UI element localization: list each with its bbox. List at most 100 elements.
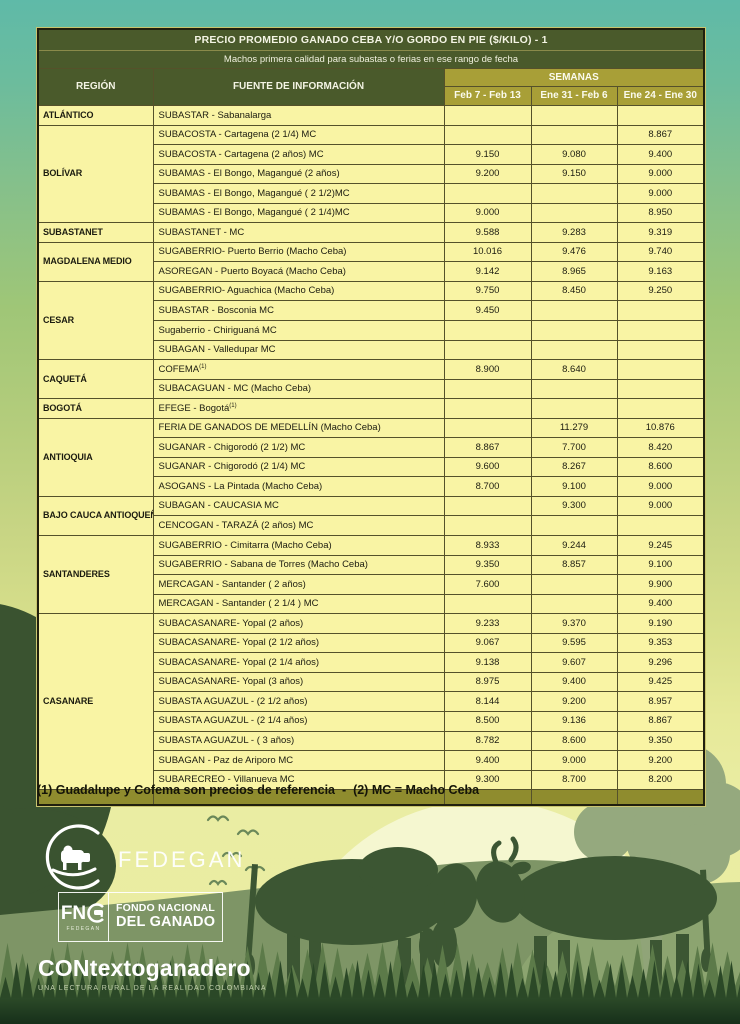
table-row: ATLÁNTICO SUBASTAR - Sabanalarga: [37, 105, 705, 126]
price-cell: 8.600: [530, 730, 618, 752]
region-cell: SUBASTANET: [37, 222, 154, 243]
contexto-logo: CONtextoganadero UNA LECTURA RURAL DE LA…: [38, 957, 267, 993]
table-row: SUBACASANARE- Yopal (3 años) 8.975 9.400 9.…: [38, 671, 705, 693]
price-cell: 8.900: [443, 359, 532, 380]
price-cell: 9.319: [616, 222, 705, 243]
price-cell: 9.200: [616, 750, 705, 771]
price-cell: 9.250: [616, 280, 705, 302]
price-cell: 9.750: [443, 280, 532, 302]
fuente-cell: EFEGE - Bogotá(1): [152, 398, 445, 419]
price-cell: [443, 398, 532, 419]
price-cell: 9.607: [530, 652, 618, 673]
price-cell: [443, 105, 532, 126]
price-table: PRECIO PROMEDIO GANADO CEBA Y/O GORDO EN…: [36, 26, 706, 808]
price-cell: 9.200: [530, 691, 618, 712]
price-cell: 9.000: [616, 495, 705, 517]
price-cell: 9.400: [443, 750, 532, 771]
price-cell: 8.267: [530, 456, 618, 478]
fng-g-icon: [87, 903, 105, 923]
table-row: SUBAGAN - Valledupar MC: [38, 339, 705, 361]
fng-left: FN FEDEGAN: [59, 893, 109, 941]
fuente-cell: SUBAGAN - Valledupar MC: [152, 339, 445, 361]
col-header-semanas: SEMANAS: [443, 68, 705, 87]
region-cell: BOLÍVAR: [37, 124, 154, 224]
price-cell: [443, 124, 532, 146]
price-cell: [530, 300, 618, 322]
price-cell: 9.595: [530, 632, 618, 654]
week-header-1: Feb 7 - Feb 13: [443, 86, 532, 106]
price-cell: 9.138: [443, 652, 532, 673]
fuente-cell: SUBACAGUAN - MC (Macho Ceba): [152, 378, 445, 400]
table-row: SUBASTANET SUBASTANET - MC 9.588 9.283 9.319: [37, 222, 705, 243]
price-cell: [616, 359, 705, 380]
table-row: SUBACASANARE- Yopal (2 1/4 años) 9.138 9.6…: [38, 652, 705, 673]
fuente-cell: SUGABERRIO - Cimitarra (Macho Ceba): [152, 535, 445, 556]
fuente-cell: SUGANAR - Chigorodó (2 1/4) MC: [152, 456, 445, 478]
table-row: SUBASTAR - Bosconia MC 9.450: [38, 300, 705, 322]
price-cell: 9.245: [616, 535, 705, 556]
fuente-cell: ASOGANS - La Pintada (Macho Ceba): [152, 476, 445, 497]
table-row: SUGANAR - Chigorodó (2 1/2) MC 8.867 7.700…: [38, 437, 705, 458]
price-cell: [530, 320, 618, 341]
price-cell: 8.420: [616, 437, 705, 458]
table-row: CAQUETÁ COFEMA(1) 8.900 8.640: [37, 359, 705, 400]
fng-logo: FN FEDEGAN FONDO NACIONAL DEL GANADO: [58, 892, 223, 942]
price-cell: 9.300: [530, 495, 618, 517]
price-table-wrap: PRECIO PROMEDIO GANADO CEBA Y/O GORDO EN…: [36, 26, 706, 808]
price-cell: 9.100: [530, 476, 618, 497]
fedegan-logo: FEDEGAN: [38, 817, 245, 897]
price-cell: [443, 183, 532, 204]
fuente-cell: SUGABERRIO - Sabana de Torres (Macho Ceb…: [152, 554, 445, 576]
price-cell: [530, 398, 618, 419]
fuente-cell: SUBARECREO - Villanueva MC: [152, 769, 445, 791]
price-cell: 9.900: [616, 574, 705, 595]
price-cell: 9.350: [616, 730, 705, 752]
price-cell: 10.016: [443, 241, 532, 263]
price-cell: 8.450: [530, 280, 618, 302]
table-row: SUBARECREO - Villanueva MC 9.300 8.700 8.20…: [38, 769, 705, 791]
price-cell: [616, 378, 705, 400]
fuente-cell: SUBACASANARE- Yopal (2 años): [152, 613, 445, 634]
region-cell: CESAR: [37, 280, 154, 361]
price-cell: 8.857: [530, 554, 618, 576]
price-cell: 8.200: [616, 769, 705, 791]
table-row: BAJO CAUCA ANTIOQUEÑO SUBAGAN - CAUCASIA …: [37, 495, 705, 537]
table-row: SUBACAGUAN - MC (Macho Ceba): [38, 378, 705, 400]
fedegan-emblem-icon: [45, 824, 100, 890]
price-cell: 9.740: [616, 241, 705, 263]
table-row: Sugaberrio - Chiriguaná MC: [38, 320, 705, 341]
region-cell: CAQUETÁ: [37, 359, 154, 400]
fuente-cell: CENCOGAN - TARAZÁ (2 años) MC: [152, 515, 445, 537]
fuente-cell: SUBASTA AGUAZUL - (2 1/2 años): [152, 691, 445, 712]
fng-acronym: FN: [60, 902, 87, 924]
price-cell: 9.000: [530, 750, 618, 771]
region-cell: BAJO CAUCA ANTIOQUEÑO: [37, 495, 154, 537]
table-row: ASOREGAN - Puerto Boyacá (Macho Ceba) 9.1…: [38, 261, 705, 282]
fuente-cell: SUGABERRIO- Puerto Berrio (Macho Ceba): [152, 241, 445, 263]
table-row: SUBASTA AGUAZUL - (2 1/4 años) 8.500 9.136…: [38, 710, 705, 732]
table-body: ATLÁNTICO SUBASTAR - Sabanalarga BOLÍVAR SU…: [37, 105, 705, 806]
price-cell: 8.500: [443, 710, 532, 732]
fng-subtext: FEDEGAN: [66, 926, 101, 932]
fuente-cell: SUBASTAR - Sabanalarga: [152, 105, 445, 126]
price-cell: 9.000: [616, 476, 705, 497]
price-cell: [616, 105, 705, 126]
price-cell: [443, 495, 532, 517]
table-row: SUBASTA AGUAZUL - ( 3 años) 8.782 8.600 9.3…: [38, 730, 705, 752]
price-cell: 9.000: [616, 163, 705, 185]
price-cell: 9.350: [443, 554, 532, 576]
fuente-cell: SUBACOSTA - Cartagena (2 1/4) MC: [152, 124, 445, 146]
footnote: (1) Guadalupe y Cofema son precios de re…: [37, 783, 480, 797]
price-cell: 9.190: [616, 613, 705, 634]
price-cell: 8.965: [530, 261, 618, 282]
week-header-2: Ene 31 - Feb 6: [530, 86, 618, 106]
price-cell: 9.588: [443, 222, 532, 243]
col-header-fuente: FUENTE DE INFORMACIÓN: [152, 68, 445, 106]
fuente-cell: SUBASTA AGUAZUL - ( 3 años): [152, 730, 445, 752]
price-cell: 8.975: [443, 671, 532, 693]
table-row: CENCOGAN - TARAZÁ (2 años) MC: [38, 515, 705, 537]
price-cell: 7.700: [530, 437, 618, 458]
price-cell: 9.300: [443, 769, 532, 791]
fuente-cell: SUGABERRIO- Aguachica (Macho Ceba): [152, 280, 445, 302]
